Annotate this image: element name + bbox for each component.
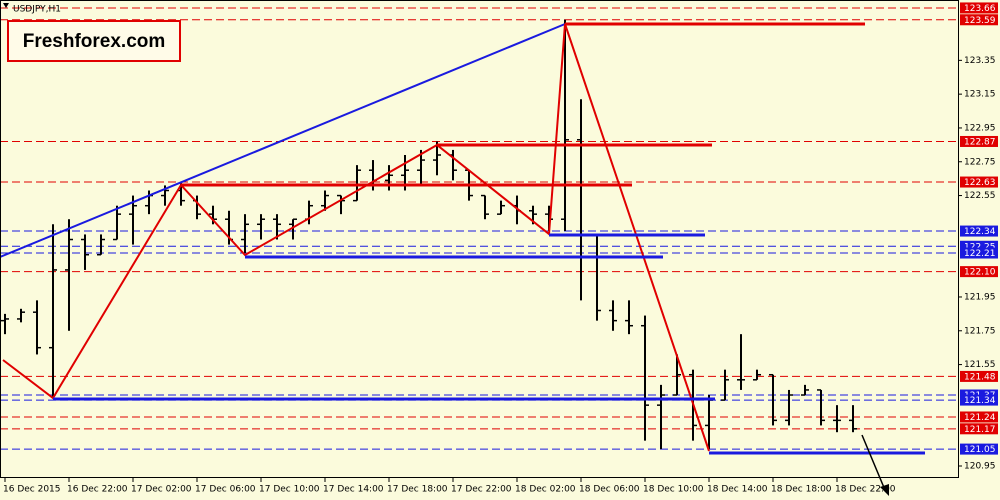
level-label-box bbox=[960, 394, 998, 406]
y-tick-label: 121.75 bbox=[964, 326, 996, 336]
x-tick-label: 17 Dec 22:00 bbox=[451, 485, 512, 495]
x-tick-label: 17 Dec 18:00 bbox=[387, 485, 448, 495]
y-tick-label: 123.15 bbox=[964, 90, 996, 100]
watermark-box bbox=[7, 20, 181, 62]
x-tick-label: 16 Dec 22:00 bbox=[67, 485, 128, 495]
level-label-box bbox=[960, 176, 998, 188]
x-tick-label: 17 Dec 14:00 bbox=[323, 485, 384, 495]
zigzag bbox=[2, 23, 710, 452]
level-label: 122.34 bbox=[964, 227, 996, 237]
x-tick-label: 18 Dec 10:00 bbox=[643, 485, 704, 495]
level-label-box bbox=[960, 225, 998, 237]
x-tick-label: 17 Dec 02:00 bbox=[131, 485, 192, 495]
x-tick-label: 17 Dec 10:00 bbox=[259, 485, 320, 495]
level-label: 122.87 bbox=[964, 137, 996, 147]
level-label-box bbox=[960, 14, 998, 26]
level-label: 121.05 bbox=[964, 445, 996, 455]
level-label: 122.21 bbox=[964, 249, 996, 259]
x-tick-label: 18 Dec 02:00 bbox=[515, 485, 576, 495]
level-label: 123.66 bbox=[964, 4, 996, 14]
x-tick-label: 18 Dec 06:00 bbox=[579, 485, 640, 495]
level-label-box bbox=[960, 2, 998, 14]
level-label-box bbox=[960, 240, 998, 252]
x-tick-label: 18 Dec 18:00 bbox=[771, 485, 832, 495]
level-label: 121.24 bbox=[964, 413, 996, 423]
y-tick-label: 121.95 bbox=[964, 292, 996, 302]
level-label: 123.59 bbox=[964, 16, 996, 26]
level-label: 122.25 bbox=[964, 242, 996, 252]
arrow bbox=[861, 434, 886, 491]
x-tick-label: 16 Dec 2015 bbox=[3, 485, 61, 495]
level-label-box bbox=[960, 443, 998, 455]
level-label-box bbox=[960, 247, 998, 259]
level-label-box bbox=[960, 411, 998, 423]
trend-line bbox=[0, 23, 566, 258]
x-tick-label: 18 Dec 22:00 bbox=[835, 485, 896, 495]
level-label-box bbox=[960, 370, 998, 382]
levels bbox=[0, 7, 958, 450]
drawings bbox=[0, 22, 925, 496]
x-tick-label: 17 Dec 06:00 bbox=[195, 485, 256, 495]
y-tick-label: 121.55 bbox=[964, 360, 996, 370]
level-label: 121.48 bbox=[964, 372, 996, 382]
plot-frame bbox=[0, 0, 959, 478]
arrow-head bbox=[880, 484, 889, 496]
y-tick-label: 123.35 bbox=[964, 56, 996, 66]
y-tick-label: 122.95 bbox=[964, 123, 996, 133]
level-label-box bbox=[960, 266, 998, 278]
y-tick-label: 122.75 bbox=[964, 157, 996, 167]
title-icon bbox=[3, 3, 9, 8]
y-tick-label: 120.95 bbox=[964, 461, 996, 471]
watermark: Freshforex.com bbox=[23, 31, 166, 52]
x-tick-label: 18 Dec 14:00 bbox=[707, 485, 768, 495]
level-label-box bbox=[960, 423, 998, 435]
chart-title: USDJPY,H1 bbox=[13, 5, 61, 15]
level-label: 122.63 bbox=[964, 178, 996, 188]
level-label: 121.34 bbox=[964, 396, 996, 406]
bars bbox=[1, 19, 857, 450]
level-label: 122.10 bbox=[964, 268, 996, 278]
level-label: 121.17 bbox=[964, 425, 996, 435]
level-label-box bbox=[960, 135, 998, 147]
y-tick-label: 122.55 bbox=[964, 191, 996, 201]
